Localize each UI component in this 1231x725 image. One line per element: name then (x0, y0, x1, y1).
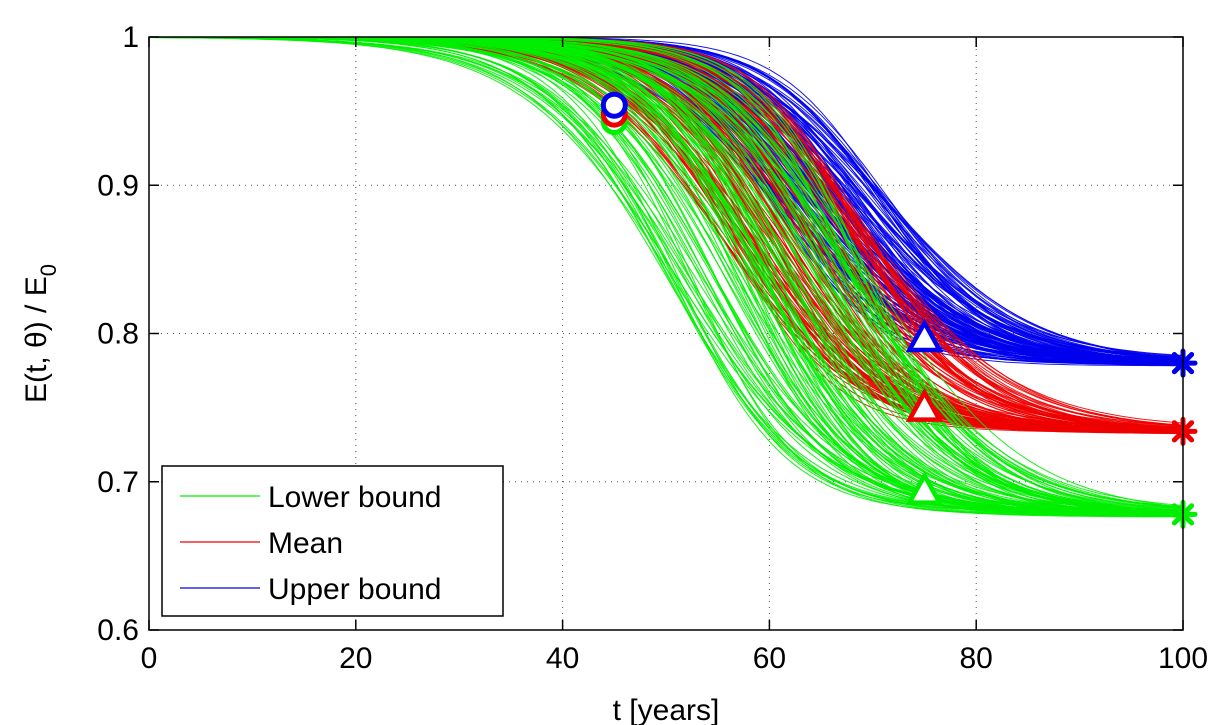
y-tick-label: 0.8 (97, 318, 139, 351)
legend-box (161, 465, 504, 617)
legend-label: Upper bound (268, 573, 441, 606)
circle-marker (600, 91, 628, 119)
triangle-marker (905, 318, 944, 353)
legend: Lower bound Mean Upper bound (161, 465, 504, 617)
triangle-marker (905, 471, 944, 505)
y-tick-label: 0.6 (97, 614, 139, 647)
x-tick-label: 100 (1158, 642, 1208, 675)
y-tick-label: 1 (122, 21, 139, 54)
triangle-marker (905, 387, 944, 422)
series-layer (148, 36, 1184, 518)
y-axis-title: E(t, θ) / E0 (20, 264, 61, 403)
x-tick-label: 40 (546, 642, 579, 675)
x-tick-label: 0 (141, 642, 158, 675)
y-tick-label: 0.7 (97, 466, 139, 499)
series-line (149, 36, 1184, 513)
tick-layer: 0 20 40 60 80 100 0.6 0.7 0.8 0.9 1 (97, 21, 1208, 675)
y-tick-label: 0.9 (97, 169, 139, 202)
x-tick-label: 80 (960, 642, 993, 675)
x-axis-title: t [years] (613, 694, 720, 725)
legend-label: Lower bound (268, 481, 441, 514)
y-axis-title-subscript: 0 (36, 264, 61, 276)
y-axis-title-main: E(t, θ) / E (20, 276, 53, 403)
x-tick-label: 60 (753, 642, 786, 675)
x-tick-label: 20 (339, 642, 372, 675)
legend-label: Mean (268, 527, 343, 560)
